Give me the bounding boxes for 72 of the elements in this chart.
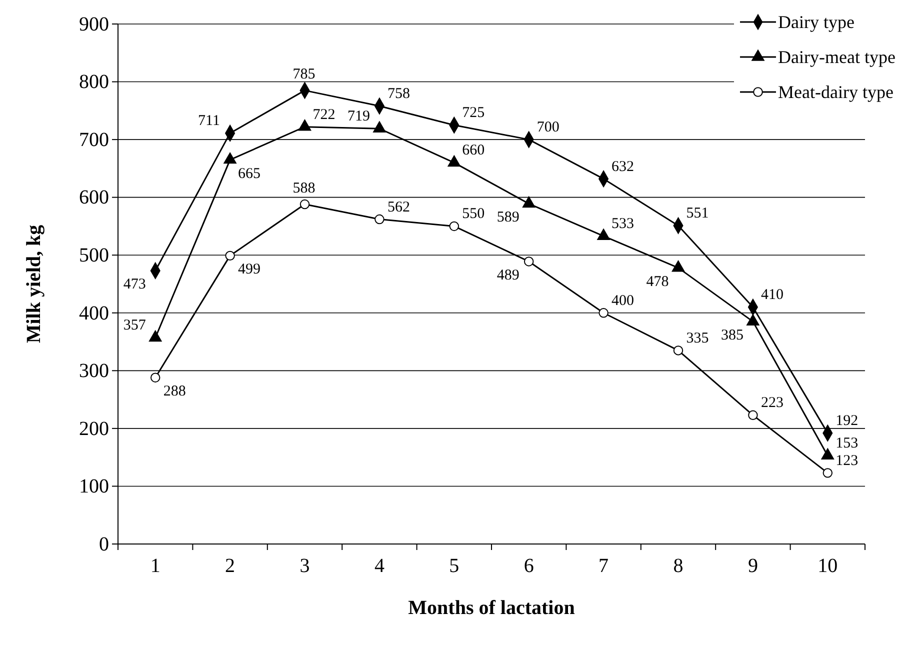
- data-label: 499: [238, 262, 261, 278]
- data-label: 153: [836, 436, 858, 452]
- point: [225, 250, 235, 261]
- point: [300, 199, 310, 210]
- data-label: 632: [612, 158, 634, 175]
- point: [298, 120, 312, 131]
- data-label: 785: [292, 66, 316, 82]
- data-label: 400: [612, 292, 634, 309]
- data-label: 725: [462, 105, 485, 122]
- data-label: 711: [198, 113, 220, 130]
- data-label: 385: [720, 328, 744, 344]
- data-label: 192: [836, 413, 858, 430]
- legend-label: Dairy-meat type: [778, 47, 896, 67]
- data-label: 533: [612, 216, 634, 232]
- point: [373, 121, 386, 132]
- point: [524, 256, 534, 266]
- point: [150, 372, 160, 382]
- y-tick-label: 100: [79, 476, 109, 498]
- point: [374, 214, 384, 224]
- x-tick-label: 5: [449, 555, 460, 578]
- y-tick-label: 700: [79, 128, 109, 151]
- point: [673, 346, 684, 356]
- data-label: 223: [760, 395, 784, 412]
- legend-label: Meat-dairy type: [778, 82, 894, 102]
- data-label: 550: [462, 206, 485, 222]
- point: [597, 228, 610, 240]
- x-tick-label: 7: [598, 555, 609, 578]
- x-tick-label: 3: [300, 555, 310, 578]
- y-tick-label: 800: [79, 71, 109, 94]
- data-label: 562: [387, 199, 410, 216]
- y-tick-label: 0: [99, 533, 109, 556]
- data-label: 357: [123, 318, 146, 334]
- x-tick-label: 6: [524, 555, 534, 578]
- data-label: 722: [312, 106, 336, 123]
- point: [748, 410, 758, 420]
- data-label: 758: [387, 86, 410, 102]
- point: [672, 260, 685, 272]
- point: [449, 221, 460, 232]
- y-axis-title: Milk yield, kg: [23, 224, 45, 344]
- data-label: 660: [462, 142, 485, 159]
- y-tick-label: 900: [79, 13, 109, 36]
- x-axis-title: Months of lactation: [408, 597, 575, 619]
- y-tick-label: 400: [79, 302, 109, 324]
- y-tick-label: 300: [79, 360, 109, 382]
- data-label: 589: [496, 210, 520, 226]
- point: [822, 468, 833, 478]
- data-label: 551: [686, 206, 709, 222]
- y-tick-label: 200: [79, 418, 109, 440]
- x-tick-label: 2: [225, 555, 236, 578]
- x-tick-label: 4: [374, 555, 384, 578]
- data-label: 288: [163, 384, 186, 400]
- x-tick-label: 1: [150, 555, 160, 578]
- point: [522, 196, 536, 208]
- point: [448, 155, 461, 167]
- data-label: 123: [836, 452, 858, 469]
- data-label: 410: [760, 287, 784, 304]
- x-tick-label: 9: [748, 555, 758, 578]
- data-label: 588: [292, 180, 316, 196]
- y-tick-label: 600: [79, 186, 109, 209]
- data-label: 719: [347, 108, 370, 125]
- y-tick-label: 500: [79, 244, 109, 267]
- x-tick-label: 10: [818, 555, 838, 578]
- point: [224, 152, 236, 164]
- point: [598, 308, 608, 318]
- data-label: 473: [123, 276, 146, 293]
- data-label: 700: [536, 120, 560, 136]
- data-label: 335: [686, 330, 709, 346]
- data-label: 665: [238, 166, 261, 182]
- x-tick-label: 8: [673, 555, 684, 578]
- data-label: 489: [496, 267, 520, 284]
- data-label: 478: [646, 274, 669, 290]
- legend-label: Dairy type: [778, 12, 854, 32]
